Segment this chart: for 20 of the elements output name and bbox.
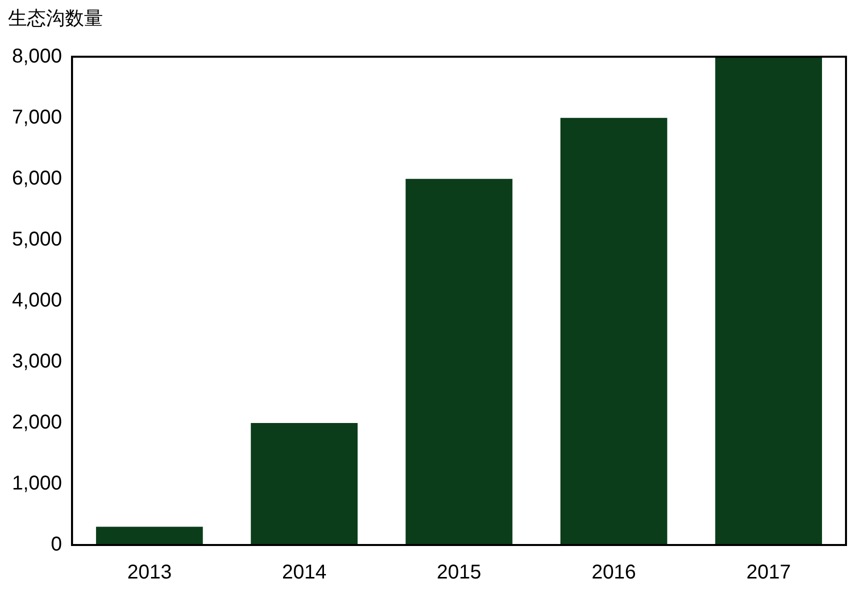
y-tick-label: 5,000 (12, 228, 62, 250)
y-tick-label: 2,000 (12, 411, 62, 434)
y-tick-label: 1,000 (12, 472, 62, 494)
bar (715, 56, 822, 545)
bar (250, 422, 358, 545)
y-tick-label: 4,000 (12, 289, 62, 312)
x-tick-label: 2014 (282, 562, 326, 584)
y-tick-label: 7,000 (12, 106, 62, 128)
x-tick-label: 2013 (127, 562, 172, 584)
x-tick-label: 2015 (436, 562, 482, 584)
chart-title: 生态沟数量 (8, 8, 103, 30)
y-tick-label: 0 (50, 534, 62, 556)
bar (96, 526, 203, 545)
bar (406, 178, 512, 545)
y-tick-label: 6,000 (12, 167, 62, 190)
x-tick-label: 2017 (746, 562, 791, 584)
y-tick-label: 3,000 (12, 350, 62, 372)
x-tick-label: 2016 (592, 562, 636, 584)
bar (560, 118, 668, 545)
y-tick-label: 8,000 (12, 45, 62, 68)
